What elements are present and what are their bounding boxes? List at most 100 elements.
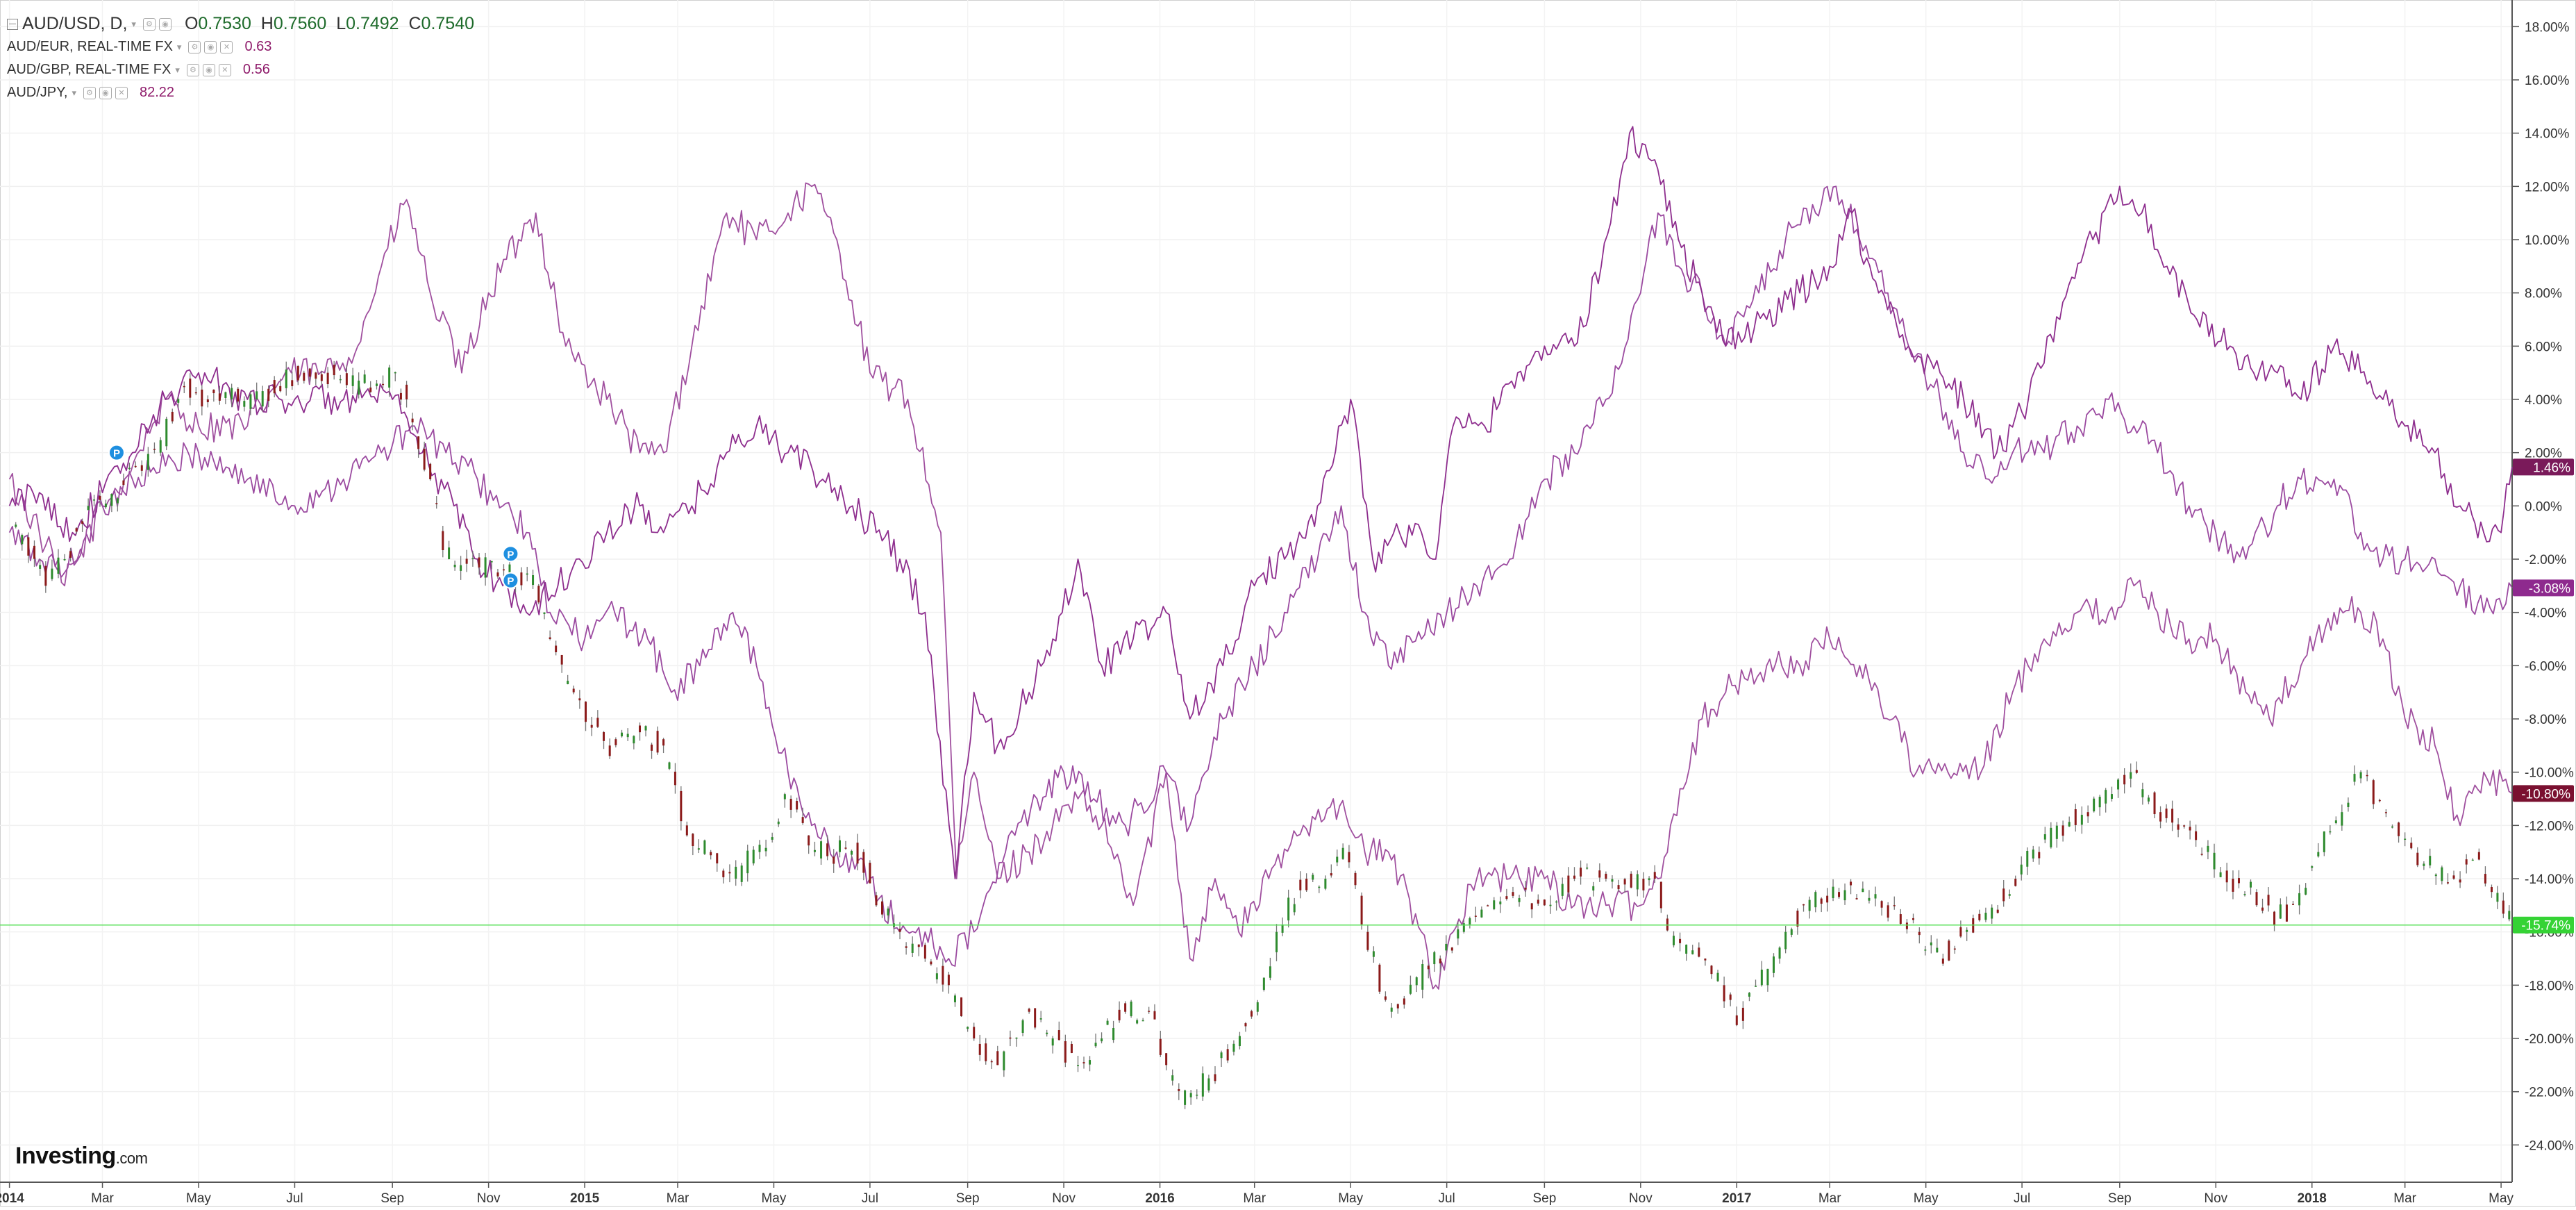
candle-body[interactable]: [2123, 774, 2126, 785]
candle-body[interactable]: [2026, 850, 2029, 867]
candle-body[interactable]: [2292, 904, 2295, 905]
candle-body[interactable]: [1672, 936, 1675, 945]
candle-body[interactable]: [1808, 900, 1811, 911]
candle-body[interactable]: [1912, 918, 1914, 920]
candle-body[interactable]: [1220, 1052, 1223, 1059]
candle-body[interactable]: [231, 388, 233, 399]
candle-body[interactable]: [442, 531, 444, 551]
candle-body[interactable]: [1716, 972, 1719, 981]
candle-body[interactable]: [2459, 879, 2461, 883]
candle-body[interactable]: [478, 557, 480, 567]
candle-body[interactable]: [2508, 911, 2511, 920]
candle-body[interactable]: [967, 1027, 969, 1029]
candle-body[interactable]: [44, 565, 47, 586]
candle-body[interactable]: [453, 565, 456, 567]
candle-body[interactable]: [256, 391, 258, 399]
annotation-marker[interactable]: [502, 545, 519, 563]
candle-body[interactable]: [279, 386, 282, 392]
candle-body[interactable]: [1953, 948, 1956, 950]
candle-body[interactable]: [851, 850, 853, 855]
candle-body[interactable]: [1653, 872, 1656, 879]
candle-body[interactable]: [1396, 1004, 1399, 1009]
candle-body[interactable]: [716, 853, 719, 864]
candle-body[interactable]: [1112, 1028, 1115, 1041]
candle-body[interactable]: [2183, 825, 2186, 827]
collapse-icon[interactable]: [7, 18, 18, 30]
candle-body[interactable]: [63, 559, 66, 561]
candle-body[interactable]: [326, 372, 329, 385]
candle-body[interactable]: [1796, 910, 1799, 927]
candle-body[interactable]: [789, 799, 792, 810]
candle-body[interactable]: [435, 503, 438, 504]
candle-body[interactable]: [153, 449, 156, 450]
candle-body[interactable]: [2032, 850, 2034, 859]
candle-body[interactable]: [1171, 1075, 1174, 1081]
candle-body[interactable]: [1124, 1003, 1127, 1012]
candle-body[interactable]: [783, 794, 786, 799]
candle-body[interactable]: [1009, 1037, 1012, 1039]
candle-body[interactable]: [2434, 875, 2437, 877]
candle-body[interactable]: [183, 386, 185, 388]
candle-body[interactable]: [1232, 1043, 1235, 1052]
candle-body[interactable]: [237, 388, 240, 402]
candle-body[interactable]: [2366, 774, 2368, 777]
candle-body[interactable]: [833, 856, 835, 864]
candle-body[interactable]: [448, 547, 451, 559]
candle-body[interactable]: [1530, 903, 1533, 910]
candle-body[interactable]: [315, 372, 317, 379]
candle-body[interactable]: [603, 732, 605, 741]
close-icon[interactable]: ✕: [115, 86, 128, 99]
candle-body[interactable]: [363, 374, 366, 383]
candle-body[interactable]: [2171, 809, 2174, 823]
candle-body[interactable]: [1439, 959, 1441, 963]
overlay-symbol-label[interactable]: AUD/EUR, REAL-TIME FX: [7, 39, 173, 54]
candle-body[interactable]: [1480, 909, 1483, 918]
chevron-down-icon[interactable]: ▾: [72, 88, 76, 98]
candle-body[interactable]: [644, 726, 647, 731]
candle-body[interactable]: [308, 368, 311, 377]
candle-body[interactable]: [147, 454, 149, 470]
candle-body[interactable]: [140, 465, 143, 471]
candle-body[interactable]: [1630, 873, 1632, 888]
candle-body[interactable]: [261, 391, 264, 407]
candle-body[interactable]: [526, 573, 528, 575]
candle-body[interactable]: [1421, 964, 1424, 990]
candle-body[interactable]: [194, 392, 197, 394]
candle-body[interactable]: [752, 850, 755, 863]
candle-body[interactable]: [703, 840, 706, 854]
candle-body[interactable]: [2359, 772, 2362, 779]
candle-body[interactable]: [985, 1043, 987, 1061]
candle-body[interactable]: [1462, 923, 1465, 932]
candle-body[interactable]: [339, 379, 342, 381]
candle-body[interactable]: [838, 840, 841, 852]
candle-body[interactable]: [1924, 950, 1927, 951]
candle-body[interactable]: [2334, 820, 2337, 824]
candle-body[interactable]: [75, 528, 78, 532]
candle-body[interactable]: [990, 1061, 993, 1063]
candle-body[interactable]: [1755, 986, 1757, 987]
hide-icon[interactable]: ◉: [158, 17, 172, 31]
candle-body[interactable]: [1450, 947, 1453, 951]
candle-body[interactable]: [1034, 1008, 1037, 1028]
candle-body[interactable]: [1378, 964, 1381, 992]
candle-body[interactable]: [1948, 940, 1950, 961]
candle-body[interactable]: [1784, 931, 1787, 950]
candle-body[interactable]: [2255, 892, 2258, 906]
candle-body[interactable]: [1978, 913, 1981, 920]
candle-body[interactable]: [206, 399, 209, 403]
candle-body[interactable]: [2484, 874, 2486, 884]
candle-body[interactable]: [411, 418, 414, 423]
candle-body[interactable]: [996, 1051, 999, 1066]
candle-body[interactable]: [692, 834, 694, 846]
candle-body[interactable]: [2074, 809, 2077, 825]
candle-body[interactable]: [1930, 942, 1932, 946]
candle-body[interactable]: [224, 392, 227, 398]
candle-body[interactable]: [935, 973, 938, 979]
candle-body[interactable]: [978, 1043, 981, 1055]
candle-body[interactable]: [2398, 822, 2400, 836]
candle-body[interactable]: [110, 494, 113, 506]
candle-body[interactable]: [2347, 802, 2350, 807]
candle-body[interactable]: [1573, 875, 1575, 879]
candle-body[interactable]: [2008, 894, 2011, 896]
candle-body[interactable]: [87, 506, 90, 511]
